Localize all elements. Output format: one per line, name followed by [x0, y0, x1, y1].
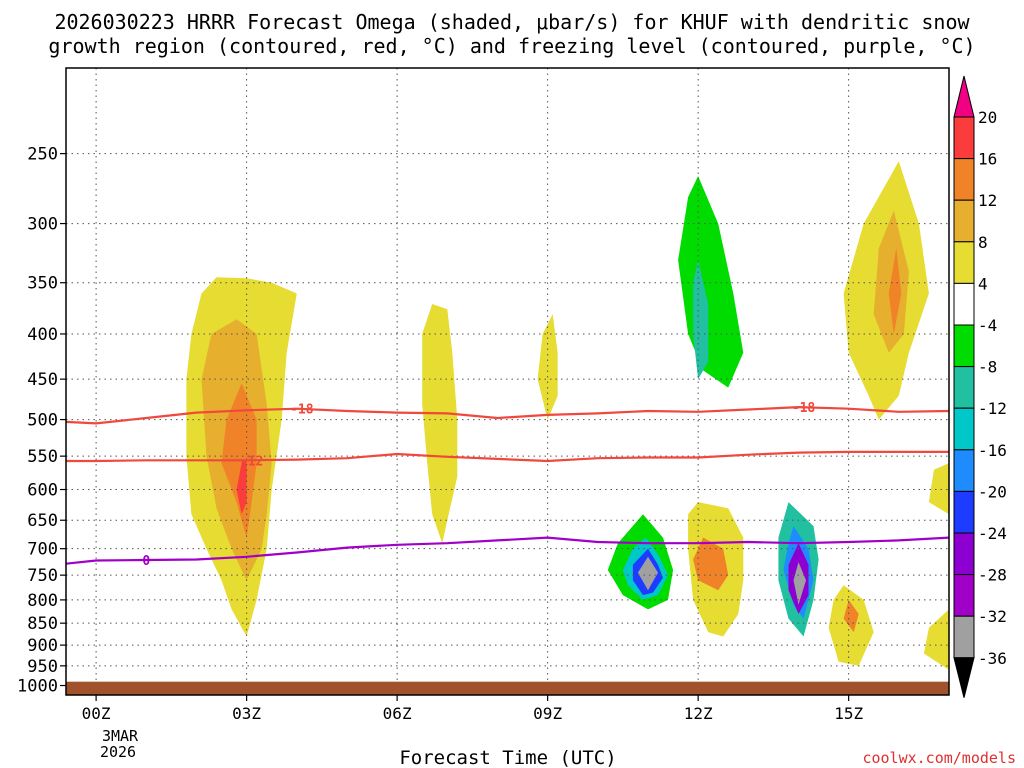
colorbar-label-2: 12	[978, 191, 997, 210]
omega-region-up-far-east2	[923, 609, 949, 670]
x-tick-label-6: 06Z	[383, 704, 412, 723]
colorbar-label-13: -36	[978, 649, 1007, 668]
colorbar-label-10: -24	[978, 524, 1007, 543]
date-label-month: 3MAR	[102, 727, 139, 745]
colorbar-bin-7	[953, 366, 975, 409]
contour-label-1: -18	[792, 401, 816, 416]
colorbar-label-3: 8	[978, 233, 988, 252]
dgz-minus18-contour	[65, 405, 950, 425]
y-tick-label-900: 900	[27, 636, 58, 656]
y-tick-label-350: 350	[27, 274, 58, 294]
y-axis-ticks: 2503003504004505005506006507007508008509…	[17, 145, 66, 697]
omega-region-down-12z-cyan	[693, 260, 709, 380]
colorbar-arrow-bottom	[953, 657, 975, 698]
x-tick-label-15: 15Z	[834, 704, 863, 723]
colorbar-bin-5	[953, 282, 975, 326]
omega-region-up-lower-east-core	[843, 599, 859, 633]
x-tick-label-3: 03Z	[232, 704, 261, 723]
grid-lines	[66, 68, 949, 695]
colorbar-label-12: -32	[978, 607, 1007, 626]
colorbar-label-4: 4	[978, 274, 988, 293]
colorbar-label-8: -16	[978, 441, 1007, 460]
colorbar-label-0: 20	[978, 108, 997, 127]
omega-region-down-east-edge	[939, 352, 949, 435]
colorbar-bin-12	[953, 574, 975, 617]
colorbar-bin-6	[953, 324, 975, 368]
omega-region-down-14z-core4	[793, 562, 806, 605]
colorbar-bin-2	[953, 158, 975, 201]
omega-region-down-east-edge2	[939, 537, 949, 591]
omega-region-up-15z-core2	[888, 248, 902, 334]
x-axis-title: Forecast Time (UTC)	[399, 747, 616, 768]
x-axis-ticks: 00Z 03Z 06Z 09Z 12Z 15Z	[82, 695, 863, 723]
colorbar-label-6: -8	[978, 358, 997, 377]
y-tick-label-750: 750	[27, 566, 58, 586]
y-tick-label-600: 600	[27, 481, 58, 501]
contour-label-2: -12	[240, 454, 263, 469]
y-tick-label-950: 950	[27, 657, 58, 677]
y-tick-label-400: 400	[27, 325, 58, 345]
omega-region-up-far-east	[928, 463, 949, 515]
ground-layer	[66, 681, 949, 695]
colorbar-bin-8	[953, 407, 975, 451]
colorbar-bin-9	[953, 449, 975, 492]
colorbar-bin-3	[953, 199, 975, 243]
omega-region-down-top-east	[848, 77, 864, 184]
colorbar-bin-1	[953, 116, 975, 160]
chart-title-line1: 2026030223 HRRR Forecast Omega (shaded, …	[54, 10, 970, 34]
omega-region-down-11z-core4	[637, 556, 658, 591]
y-tick-label-500: 500	[27, 411, 58, 431]
y-tick-label-300: 300	[27, 215, 58, 235]
y-tick-label-650: 650	[27, 511, 58, 531]
y-tick-label-1000: 1000	[17, 677, 58, 697]
plot-frame	[65, 67, 950, 696]
dgz-minus12-contour	[66, 450, 949, 463]
y-tick-label-850: 850	[27, 614, 58, 634]
colorbar-bin-4	[953, 241, 975, 284]
omega-region-up-12z-lower-core	[693, 537, 729, 591]
y-tick-label-700: 700	[27, 540, 58, 560]
y-tick-label-800: 800	[27, 591, 58, 611]
date-label-year: 2026	[100, 743, 136, 761]
contour-label-3: 0	[142, 554, 150, 569]
omega-region-updraft-mid	[422, 304, 458, 544]
colorbar-label-1: 16	[978, 150, 997, 169]
x-tick-label-0: 00Z	[82, 704, 111, 723]
y-tick-label-450: 450	[27, 370, 58, 390]
y-tick-label-250: 250	[27, 145, 58, 165]
y-tick-label-550: 550	[27, 447, 58, 467]
x-tick-label-9: 09Z	[533, 704, 562, 723]
colorbar-label-9: -20	[978, 482, 1007, 501]
ground-band	[66, 681, 949, 695]
credit-link[interactable]: coolwx.com/models	[862, 749, 1016, 767]
colorbar-bin-10	[953, 490, 975, 534]
freezing-level-contour	[65, 536, 950, 565]
colorbar-label-7: -12	[978, 399, 1007, 418]
colorbar-label-5: -4	[978, 316, 997, 335]
chart-title-line2: growth region (contoured, red, °C) and f…	[48, 34, 975, 58]
colorbar-bin-13	[953, 615, 975, 659]
x-tick-label-12: 12Z	[684, 704, 713, 723]
colorbar: 20 16 12 8 4 -4 -8 -12 -16 -20 -24 -28 -32 -36	[953, 75, 1007, 698]
omega-region-updraft-09z	[537, 314, 558, 420]
omega-region-updraft-west-core3	[236, 459, 247, 515]
colorbar-label-11: -28	[978, 566, 1007, 585]
contour-lines: -18 -18 -12 0	[65, 401, 950, 569]
contour-label-0: -18	[290, 403, 314, 418]
colorbar-bin-11	[953, 532, 975, 576]
